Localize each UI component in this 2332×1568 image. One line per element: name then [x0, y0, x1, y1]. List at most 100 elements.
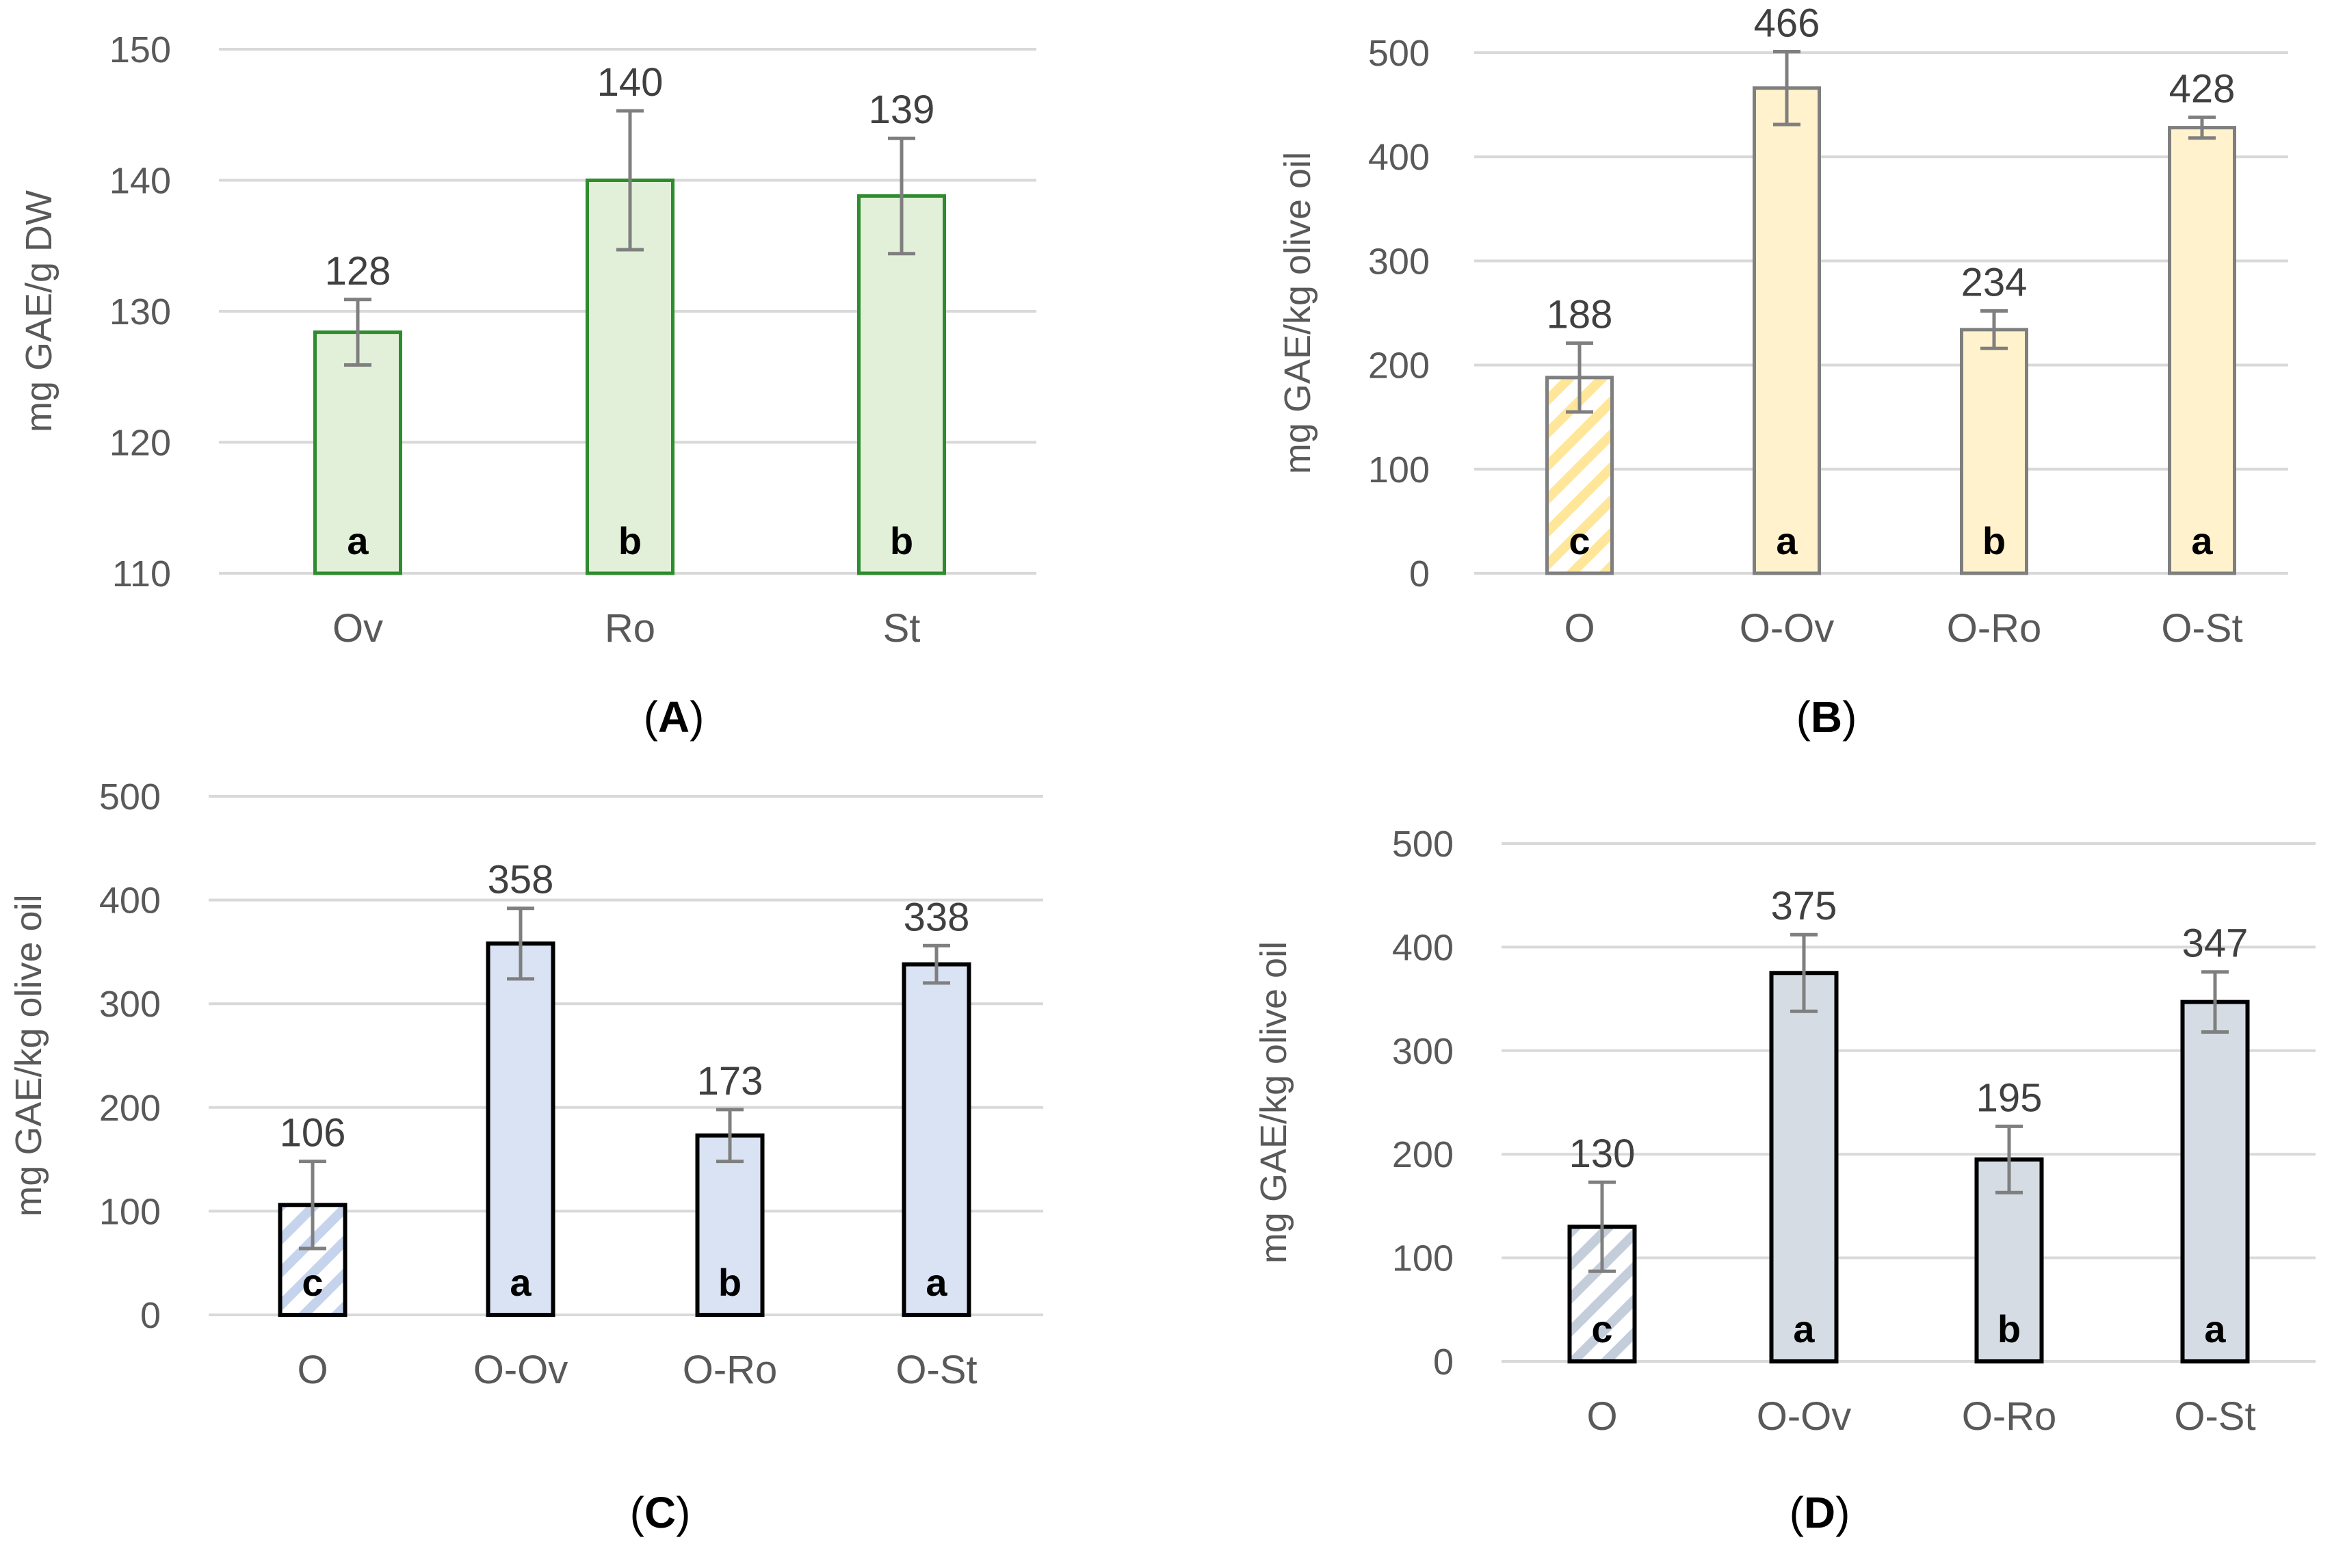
y-tick-label: 200	[1392, 1134, 1454, 1175]
y-axis-label: mg GAE/kg olive oil	[8, 894, 49, 1216]
data-label: 130	[1569, 1132, 1636, 1176]
y-axis-label: mg GAE/kg olive oil	[1253, 941, 1294, 1264]
bar-st	[857, 194, 946, 575]
data-label: 375	[1771, 884, 1837, 928]
panel-label-close-paren: )	[676, 1488, 690, 1537]
panel-label-close-paren: )	[1842, 692, 1857, 742]
y-tick-label: 100	[1392, 1238, 1454, 1279]
y-tick-label: 300	[99, 984, 161, 1025]
significance-letter: a	[347, 519, 369, 562]
x-tick-label: Ro	[605, 606, 655, 651]
significance-letter: c	[1569, 519, 1590, 562]
x-tick-label: O-Ov	[473, 1348, 568, 1392]
y-tick-label: 0	[140, 1295, 161, 1336]
error-bar	[1588, 1180, 1616, 1273]
x-tick-label: St	[883, 606, 921, 651]
x-tick-label: O-Ro	[683, 1348, 778, 1392]
error-bar	[616, 109, 644, 252]
bar-ov	[313, 330, 402, 575]
error-bar	[716, 1108, 744, 1164]
error-bar	[2201, 970, 2229, 1034]
error-bar	[1566, 341, 1593, 414]
bar-o-ov	[1753, 86, 1821, 575]
y-tick-label: 300	[1392, 1031, 1454, 1072]
panel-label-letter: B	[1811, 692, 1842, 742]
significance-letter: a	[1776, 519, 1798, 562]
y-tick-label: 0	[1409, 553, 1430, 594]
panel-label: (C)	[630, 1488, 691, 1537]
y-tick-label: 400	[1392, 927, 1454, 968]
significance-letter: c	[1591, 1307, 1612, 1350]
error-bar	[1773, 49, 1800, 127]
bar-o-ro	[1960, 328, 2028, 575]
significance-letter: b	[1982, 519, 2006, 562]
data-label: 428	[2169, 66, 2236, 111]
data-label: 128	[325, 249, 391, 293]
data-label: 234	[1961, 260, 2028, 304]
error-bar	[344, 298, 371, 367]
y-axis-label: mg GAE/kg olive oil	[1277, 152, 1318, 474]
panel-label-letter: A	[658, 692, 690, 742]
data-label: 106	[280, 1111, 346, 1155]
panel-b: 0 100 200 300 400 500 mg GAE/kg olive oil 188 c O…	[1277, 1, 2288, 742]
y-tick-label: 500	[99, 776, 161, 818]
y-tick-label: 300	[1368, 241, 1430, 282]
panel-label-open-paren: (	[1790, 1488, 1804, 1537]
data-label: 139	[869, 88, 935, 132]
significance-letter: b	[618, 519, 642, 562]
significance-letter: b	[890, 519, 913, 562]
significance-letter: b	[1997, 1307, 2021, 1350]
error-bar	[507, 906, 534, 981]
error-bar	[888, 136, 915, 256]
y-tick-label: 150	[109, 29, 171, 70]
panel-label-open-paren: (	[644, 692, 658, 742]
data-label: 195	[1976, 1075, 2043, 1120]
panel-label-open-paren: (	[630, 1488, 644, 1537]
significance-letter: a	[2204, 1307, 2226, 1350]
panel-c: 0 100 200 300 400 500 mg GAE/kg olive oil 106 c O…	[8, 776, 1043, 1537]
bar-o-st	[902, 962, 971, 1318]
y-tick-label: 100	[99, 1191, 161, 1232]
bar-o-ro	[695, 1133, 765, 1318]
panel-label-letter: C	[644, 1488, 676, 1537]
significance-letter: c	[302, 1261, 323, 1304]
error-bar	[1980, 309, 2008, 350]
x-tick-label: O-St	[2174, 1394, 2255, 1439]
y-tick-label: 120	[109, 423, 171, 464]
y-tick-label: 500	[1368, 33, 1430, 74]
panel-label: (D)	[1790, 1488, 1850, 1537]
error-bar	[1790, 932, 1818, 1013]
data-label: 466	[1754, 1, 1820, 45]
panel-label-close-paren: )	[690, 692, 704, 742]
x-tick-label: O	[1564, 606, 1595, 651]
error-bar	[1995, 1124, 2023, 1194]
y-tick-label: 200	[1368, 345, 1430, 387]
y-tick-label: 400	[1368, 137, 1430, 178]
significance-letter: a	[2191, 519, 2213, 562]
y-tick-label: 500	[1392, 824, 1454, 865]
significance-letter: a	[926, 1261, 947, 1304]
data-label: 140	[597, 60, 664, 105]
y-axis-label: mg GAE/g DW	[18, 190, 60, 432]
x-tick-label: O-St	[2161, 606, 2242, 651]
x-tick-label: O-Ov	[1740, 606, 1835, 651]
x-tick-label: Ov	[332, 606, 383, 651]
x-tick-label: O-Ro	[1947, 606, 2042, 651]
x-tick-label: O	[297, 1348, 328, 1392]
error-bar	[2188, 115, 2216, 140]
panel-label: (B)	[1796, 692, 1857, 742]
x-tick-label: O-Ov	[1757, 1394, 1852, 1439]
panel-label-close-paren: )	[1835, 1488, 1850, 1537]
significance-letter: a	[510, 1261, 532, 1304]
panel-d: 0 100 200 300 400 500 mg GAE/kg olive oil 130 c O…	[1253, 824, 2316, 1537]
x-tick-label: O-St	[895, 1348, 977, 1392]
y-tick-label: 110	[112, 553, 171, 594]
bar-o	[1545, 376, 1614, 575]
y-tick-label: 130	[109, 291, 171, 332]
error-bar	[299, 1160, 326, 1251]
y-tick-label: 400	[99, 880, 161, 922]
data-label: 173	[697, 1059, 763, 1103]
data-label: 338	[904, 895, 970, 939]
bar-o-ov	[1769, 971, 1839, 1363]
